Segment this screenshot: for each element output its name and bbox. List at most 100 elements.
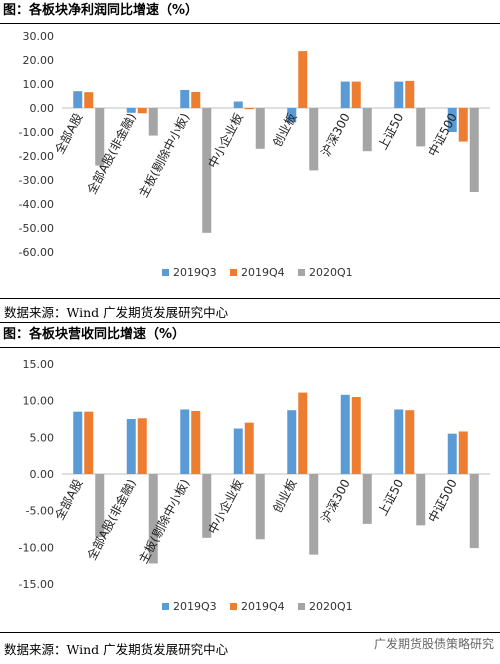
- bar-2019q4: [405, 80, 415, 108]
- bar-2020q1: [255, 108, 265, 149]
- bar-2019q4: [458, 108, 468, 142]
- bar-2019q3: [394, 409, 404, 474]
- legend-label: 2019Q3: [173, 266, 217, 279]
- bar-2019q3: [73, 91, 83, 108]
- category-label: 主板(剔除中小板): [135, 476, 192, 565]
- legend-swatch: [162, 603, 169, 610]
- chart-1-title: 图：各板块净利润同比增速（%）: [3, 3, 199, 18]
- bar-2019q4: [351, 397, 361, 474]
- category-label: 全部A股(非金融): [84, 476, 139, 562]
- legend-swatch: [298, 603, 305, 610]
- y-tick-label: -10.00: [19, 541, 54, 554]
- category-label: 上证50: [376, 477, 407, 518]
- category-label: 创业板: [270, 477, 299, 515]
- bar-2019q4: [191, 91, 201, 108]
- chart-2-source: 数据来源：Wind 广发期货发展研究中心: [4, 642, 229, 657]
- bar-2019q4: [298, 392, 308, 474]
- bar-2019q3: [394, 81, 404, 108]
- legend-label: 2019Q4: [241, 600, 285, 613]
- y-tick-label: 0.00: [30, 102, 55, 115]
- chart-2-area: 15.00 10.00 5.00 0.00 -5.00 -10.00 -15.00 全部A股全…: [2, 348, 498, 630]
- chart-1-top-rule: [0, 23, 500, 24]
- bar-2019q3: [340, 81, 350, 108]
- bar-2019q3: [126, 108, 136, 113]
- bar-2020q1: [95, 474, 105, 538]
- chart-2-title: 图：各板块营收同比增速（%）: [3, 327, 186, 342]
- category-label: 上证50: [376, 111, 407, 152]
- y-tick-label: 10.00: [23, 395, 55, 408]
- y-tick-label: -30.00: [19, 174, 54, 187]
- legend-label: 2019Q4: [241, 266, 285, 279]
- category-label: 全部A股: [51, 110, 85, 156]
- bar-2020q1: [148, 474, 158, 564]
- y-tick-label: 10.00: [23, 78, 55, 91]
- category-label: 沪深300: [319, 111, 353, 159]
- legend-swatch: [230, 603, 237, 610]
- watermark-text: 广发期货股债策略研究: [373, 637, 494, 651]
- y-tick-label: -50.00: [19, 222, 54, 235]
- bar-2020q1: [469, 108, 479, 192]
- category-label: 主板(剔除中小板): [135, 110, 192, 199]
- bar-2020q1: [469, 474, 479, 549]
- bar-2019q3: [233, 428, 243, 474]
- bar-2020q1: [202, 108, 212, 233]
- bar-2020q1: [202, 474, 212, 538]
- chart-2-svg: 15.00 10.00 5.00 0.00 -5.00 -10.00 -15.00 全部A股全…: [19, 358, 490, 613]
- y-tick-label: -15.00: [19, 578, 54, 591]
- category-label: 全部A股: [51, 476, 85, 522]
- bar-2019q3: [340, 394, 350, 474]
- legend-label: 2020Q1: [309, 266, 353, 279]
- legend-swatch: [230, 269, 237, 276]
- bar-2019q4: [84, 411, 94, 474]
- chart-1-bottom-rule: [0, 298, 500, 299]
- bar-2019q4: [191, 410, 201, 474]
- chart-2-title-top-rule: [0, 322, 500, 323]
- bar-2020q1: [309, 108, 319, 171]
- y-tick-label: -40.00: [19, 198, 54, 211]
- bar-2019q4: [351, 81, 361, 108]
- legend-swatch: [162, 269, 169, 276]
- y-tick-label: -60.00: [19, 246, 54, 259]
- y-tick-label: -20.00: [19, 150, 54, 163]
- bar-2019q4: [458, 431, 468, 474]
- y-tick-label: 30.00: [23, 30, 55, 43]
- y-tick-label: -10.00: [19, 126, 54, 139]
- legend-label: 2019Q3: [173, 600, 217, 613]
- y-tick-label: 5.00: [30, 431, 55, 444]
- bar-2019q3: [447, 108, 457, 132]
- legend-label: 2020Q1: [309, 600, 353, 613]
- bar-2019q3: [180, 90, 190, 108]
- y-tick-label: 15.00: [23, 358, 55, 371]
- y-tick-label: 20.00: [23, 54, 55, 67]
- bar-2019q4: [137, 418, 147, 474]
- bar-2020q1: [148, 108, 158, 136]
- bar-2019q4: [244, 108, 254, 110]
- chart-1-svg: 30.00 20.00 10.00 0.00 -10.00 -20.00 -30.00 -40…: [19, 30, 490, 279]
- category-label: 中证500: [425, 110, 460, 158]
- bar-2019q4: [137, 108, 147, 114]
- y-tick-label: -5.00: [26, 505, 54, 518]
- chart-1-area: 30.00 20.00 10.00 0.00 -10.00 -20.00 -30.00 -40…: [2, 24, 498, 294]
- bar-2019q4: [405, 410, 415, 474]
- bar-2019q3: [287, 108, 297, 123]
- bar-2019q3: [180, 409, 190, 474]
- category-label: 全部A股(非金融): [84, 110, 139, 196]
- bar-2019q3: [126, 419, 136, 474]
- bar-2019q3: [447, 433, 457, 474]
- legend-swatch: [298, 269, 305, 276]
- bar-2019q4: [298, 51, 308, 108]
- bar-2020q1: [255, 474, 265, 540]
- category-label: 中证500: [425, 476, 460, 524]
- bar-2019q3: [287, 410, 297, 474]
- bar-2020q1: [309, 474, 319, 555]
- bar-2019q4: [84, 92, 94, 108]
- category-label: 创业板: [270, 111, 299, 149]
- bar-2019q3: [233, 101, 243, 108]
- bar-2020q1: [362, 108, 372, 152]
- chart-2-bottom-rule: [0, 632, 500, 633]
- chart-1-source: 数据来源：Wind 广发期货发展研究中心: [4, 305, 229, 320]
- bar-2020q1: [362, 474, 372, 524]
- bar-2020q1: [95, 108, 105, 166]
- bar-2020q1: [416, 108, 426, 147]
- bar-2019q4: [244, 422, 254, 474]
